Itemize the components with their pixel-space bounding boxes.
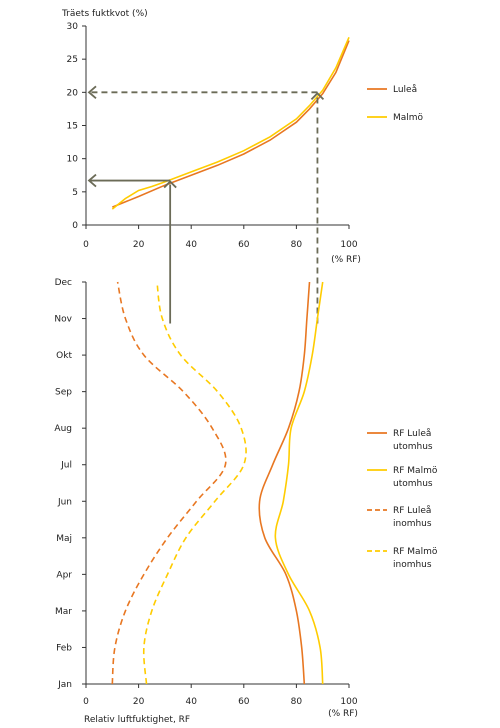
top-y-tick-label: 20	[67, 88, 79, 98]
top-x-tick-label: 20	[133, 240, 145, 250]
top-x-unit-label: (% RF)	[331, 255, 361, 265]
bottom-x-tick-label: 60	[238, 697, 250, 707]
bottom-legend-label: RF Luleå utomhus	[393, 428, 433, 452]
bottom-month-label: Nov	[54, 315, 72, 325]
top-y-tick-label: 30	[67, 22, 79, 32]
bottom-legend-label: RF Luleå inomhus	[393, 505, 432, 529]
bottom-series-line-rf-lulea-inomhus	[111, 281, 227, 685]
bottom-x-axis-label: Relativ luftfuktighet, RF	[84, 715, 190, 725]
top-series-line-lulea	[112, 40, 350, 208]
bottom-month-label: Mar	[55, 607, 72, 617]
top-series-line-malmo	[111, 36, 350, 210]
top-legend-label: Luleå	[393, 84, 417, 95]
arrowhead-up-solid	[163, 180, 177, 189]
top-x-tick-label: 60	[238, 240, 250, 250]
top-y-tick-label: 5	[72, 188, 78, 198]
bottom-series-line-rf-malmo-inomhus	[142, 281, 247, 685]
top-y-tick-label: 10	[67, 155, 79, 165]
top-y-tick-label: 25	[67, 55, 78, 65]
top-chart-arrows	[87, 85, 325, 324]
bottom-x-tick-label: 40	[185, 697, 197, 707]
bottom-chart-series	[111, 281, 324, 685]
bottom-series-line-rf-lulea-utomhus	[258, 281, 311, 685]
top-x-tick-label: 80	[291, 240, 303, 250]
bottom-month-label: Sep	[55, 388, 72, 398]
bottom-month-label: Jan	[57, 680, 72, 690]
top-chart-series	[111, 36, 350, 210]
bottom-x-unit-label: (% RF)	[328, 709, 358, 719]
bottom-month-label: Apr	[56, 570, 72, 580]
arrowhead-left-solid	[87, 173, 97, 188]
top-chart-legend: Luleå Malmö	[367, 84, 424, 123]
bottom-legend-label: RF Malmö utomhus	[393, 466, 438, 489]
top-chart-axes: 0 5 10 15 20 25 30 0 20 40 60 80 100	[67, 22, 358, 250]
bottom-month-label: Jul	[60, 461, 72, 471]
arrowhead-left-dashed	[87, 85, 97, 100]
bottom-month-label: Okt	[56, 351, 72, 361]
bottom-month-label: Aug	[54, 424, 72, 434]
bottom-chart-axes: Jan Feb Mar Apr Maj Jun Jul Aug Sep Okt Nov Dec 0 20 4…	[54, 278, 357, 707]
top-x-tick-label: 100	[340, 240, 357, 250]
top-chart-title: Träets fuktkvot (%)	[61, 9, 148, 19]
top-x-tick-label: 0	[83, 240, 89, 250]
bottom-series-line-rf-malmo-utomhus	[274, 281, 324, 685]
bottom-x-tick-label: 100	[340, 697, 357, 707]
top-y-tick-label: 0	[72, 221, 78, 231]
arrowhead-up-dashed	[310, 92, 325, 100]
bottom-x-tick-label: 80	[291, 697, 303, 707]
bottom-x-tick-label: 20	[133, 697, 145, 707]
bottom-month-label: Feb	[56, 643, 72, 653]
bottom-month-label: Jun	[57, 497, 72, 507]
bottom-month-label: Dec	[55, 278, 72, 288]
bottom-legend-label: RF Malmö inomhus	[393, 547, 438, 570]
bottom-chart-legend: RF Luleå utomhus RF Malmö utomhus RF Luleå in…	[367, 428, 438, 570]
top-x-tick-label: 40	[185, 240, 197, 250]
top-y-tick-label: 15	[67, 122, 78, 132]
top-legend-label: Malmö	[393, 113, 424, 123]
bottom-month-label: Maj	[56, 534, 72, 544]
bottom-x-tick-label: 0	[83, 697, 89, 707]
